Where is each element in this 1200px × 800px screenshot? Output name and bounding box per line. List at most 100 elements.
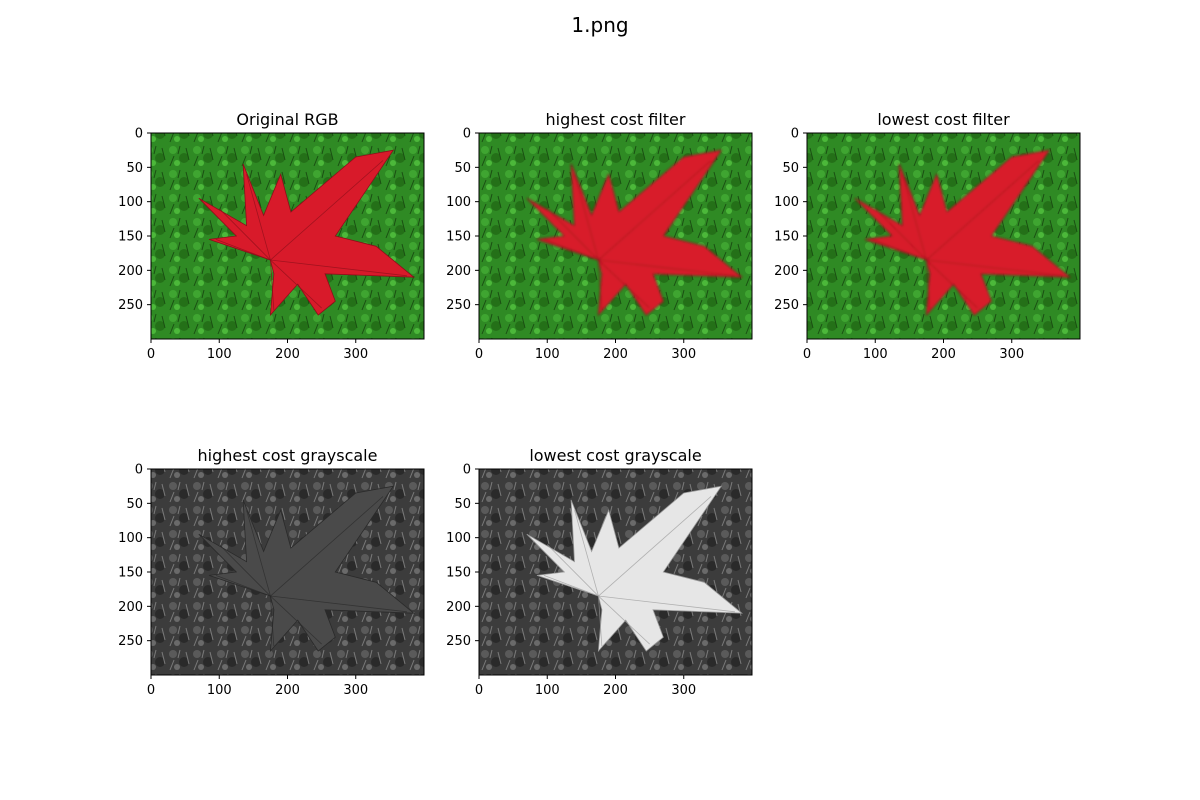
x-tick-label: 300 [671,347,696,362]
figure-title: 1.png [571,13,628,37]
leaf-vein [926,260,931,311]
leaf-vein [246,174,271,261]
leaf [526,485,743,653]
leaf-vein [270,259,407,277]
y-tick-label: 250 [446,634,471,649]
subplot: highest cost filter 0 100 200 300 0 50 100 150 20… [446,110,753,362]
x-tick-label: 100 [207,347,232,362]
y-tick-label: 100 [446,531,471,546]
leaf-vein [270,595,407,613]
y-tick-label: 150 [446,566,471,581]
axes-title: highest cost filter [546,110,686,129]
leaf-vein [218,208,271,261]
x-tick-label: 300 [343,347,368,362]
leaf-vein [598,595,650,645]
axes-title: highest cost grayscale [198,446,378,465]
leaf [526,149,743,317]
y-tick-label: 100 [118,195,143,210]
x-tick-label: 100 [535,683,560,698]
x-tick-label: 100 [863,347,888,362]
leaf-vein [270,160,384,261]
axes-title: Original RGB [236,110,338,129]
x-tick-label: 100 [207,683,232,698]
x-tick-label: 300 [343,683,368,698]
leaf-vein [902,174,927,261]
x-tick-label: 200 [931,347,956,362]
y-tick-label: 200 [118,264,143,279]
leaf-vein [598,260,603,311]
leaf-vein [270,595,322,645]
subplot: lowest cost grayscale 0 100 200 300 0 50 100 150… [446,446,753,698]
leaf-shape [854,149,1071,317]
leaf-vein [546,544,599,597]
y-tick-label: 150 [446,230,471,245]
leaf-vein [598,595,735,613]
leaf-vein [218,544,271,597]
leaf-shape [198,485,415,653]
leaf-vein [574,510,599,597]
leaf [198,485,415,653]
leaf-vein [598,596,603,647]
y-tick-label: 50 [782,161,799,176]
leaf-vein [270,260,275,311]
subplot: highest cost grayscale 0 100 200 300 0 50 100 15… [118,446,425,698]
y-tick-label: 50 [126,161,143,176]
x-tick-label: 200 [603,683,628,698]
axes-title: lowest cost grayscale [529,446,701,465]
leaf-vein [926,259,1063,277]
leaf-vein [598,259,650,309]
leaf-vein [543,575,599,597]
leaf-shape [526,149,743,317]
leaf-vein [543,239,599,261]
y-tick-label: 0 [791,127,799,142]
x-tick-label: 300 [671,683,696,698]
leaf-vein [270,259,322,309]
y-tick-label: 50 [126,497,143,512]
x-tick-label: 300 [999,347,1024,362]
y-tick-label: 0 [135,127,143,142]
y-tick-label: 200 [446,600,471,615]
leaf-vein [270,496,384,597]
leaf-vein [270,596,275,647]
y-tick-label: 50 [454,161,471,176]
subplot: lowest cost filter 0 100 200 300 0 50 100 150 200… [774,110,1081,362]
y-tick-label: 150 [118,566,143,581]
y-tick-label: 250 [774,298,799,313]
leaf-vein [871,239,927,261]
x-tick-label: 0 [147,347,155,362]
leaf-vein [926,160,1040,261]
x-tick-label: 200 [275,683,300,698]
x-tick-label: 200 [275,347,300,362]
y-tick-label: 200 [774,264,799,279]
y-tick-label: 0 [463,127,471,142]
leaf-shape [198,149,415,317]
y-tick-label: 100 [774,195,799,210]
y-tick-label: 250 [118,298,143,313]
leaf [854,149,1071,317]
x-tick-label: 0 [147,683,155,698]
y-tick-label: 250 [446,298,471,313]
y-tick-label: 150 [774,230,799,245]
x-tick-label: 0 [803,347,811,362]
axes-title: lowest cost filter [877,110,1010,129]
leaf-vein [215,239,271,261]
y-tick-label: 0 [463,463,471,478]
leaf-vein [598,496,712,597]
x-tick-label: 200 [603,347,628,362]
y-tick-label: 200 [446,264,471,279]
y-tick-label: 50 [454,497,471,512]
leaf-vein [246,510,271,597]
leaf [198,149,415,317]
y-tick-label: 250 [118,634,143,649]
leaf-vein [215,575,271,597]
y-tick-label: 200 [118,600,143,615]
x-tick-label: 100 [535,347,560,362]
y-tick-label: 0 [135,463,143,478]
leaf-vein [598,259,735,277]
y-tick-label: 150 [118,230,143,245]
leaf-shape [526,485,743,653]
y-tick-label: 100 [446,195,471,210]
leaf-vein [546,208,599,261]
leaf-vein [874,208,927,261]
